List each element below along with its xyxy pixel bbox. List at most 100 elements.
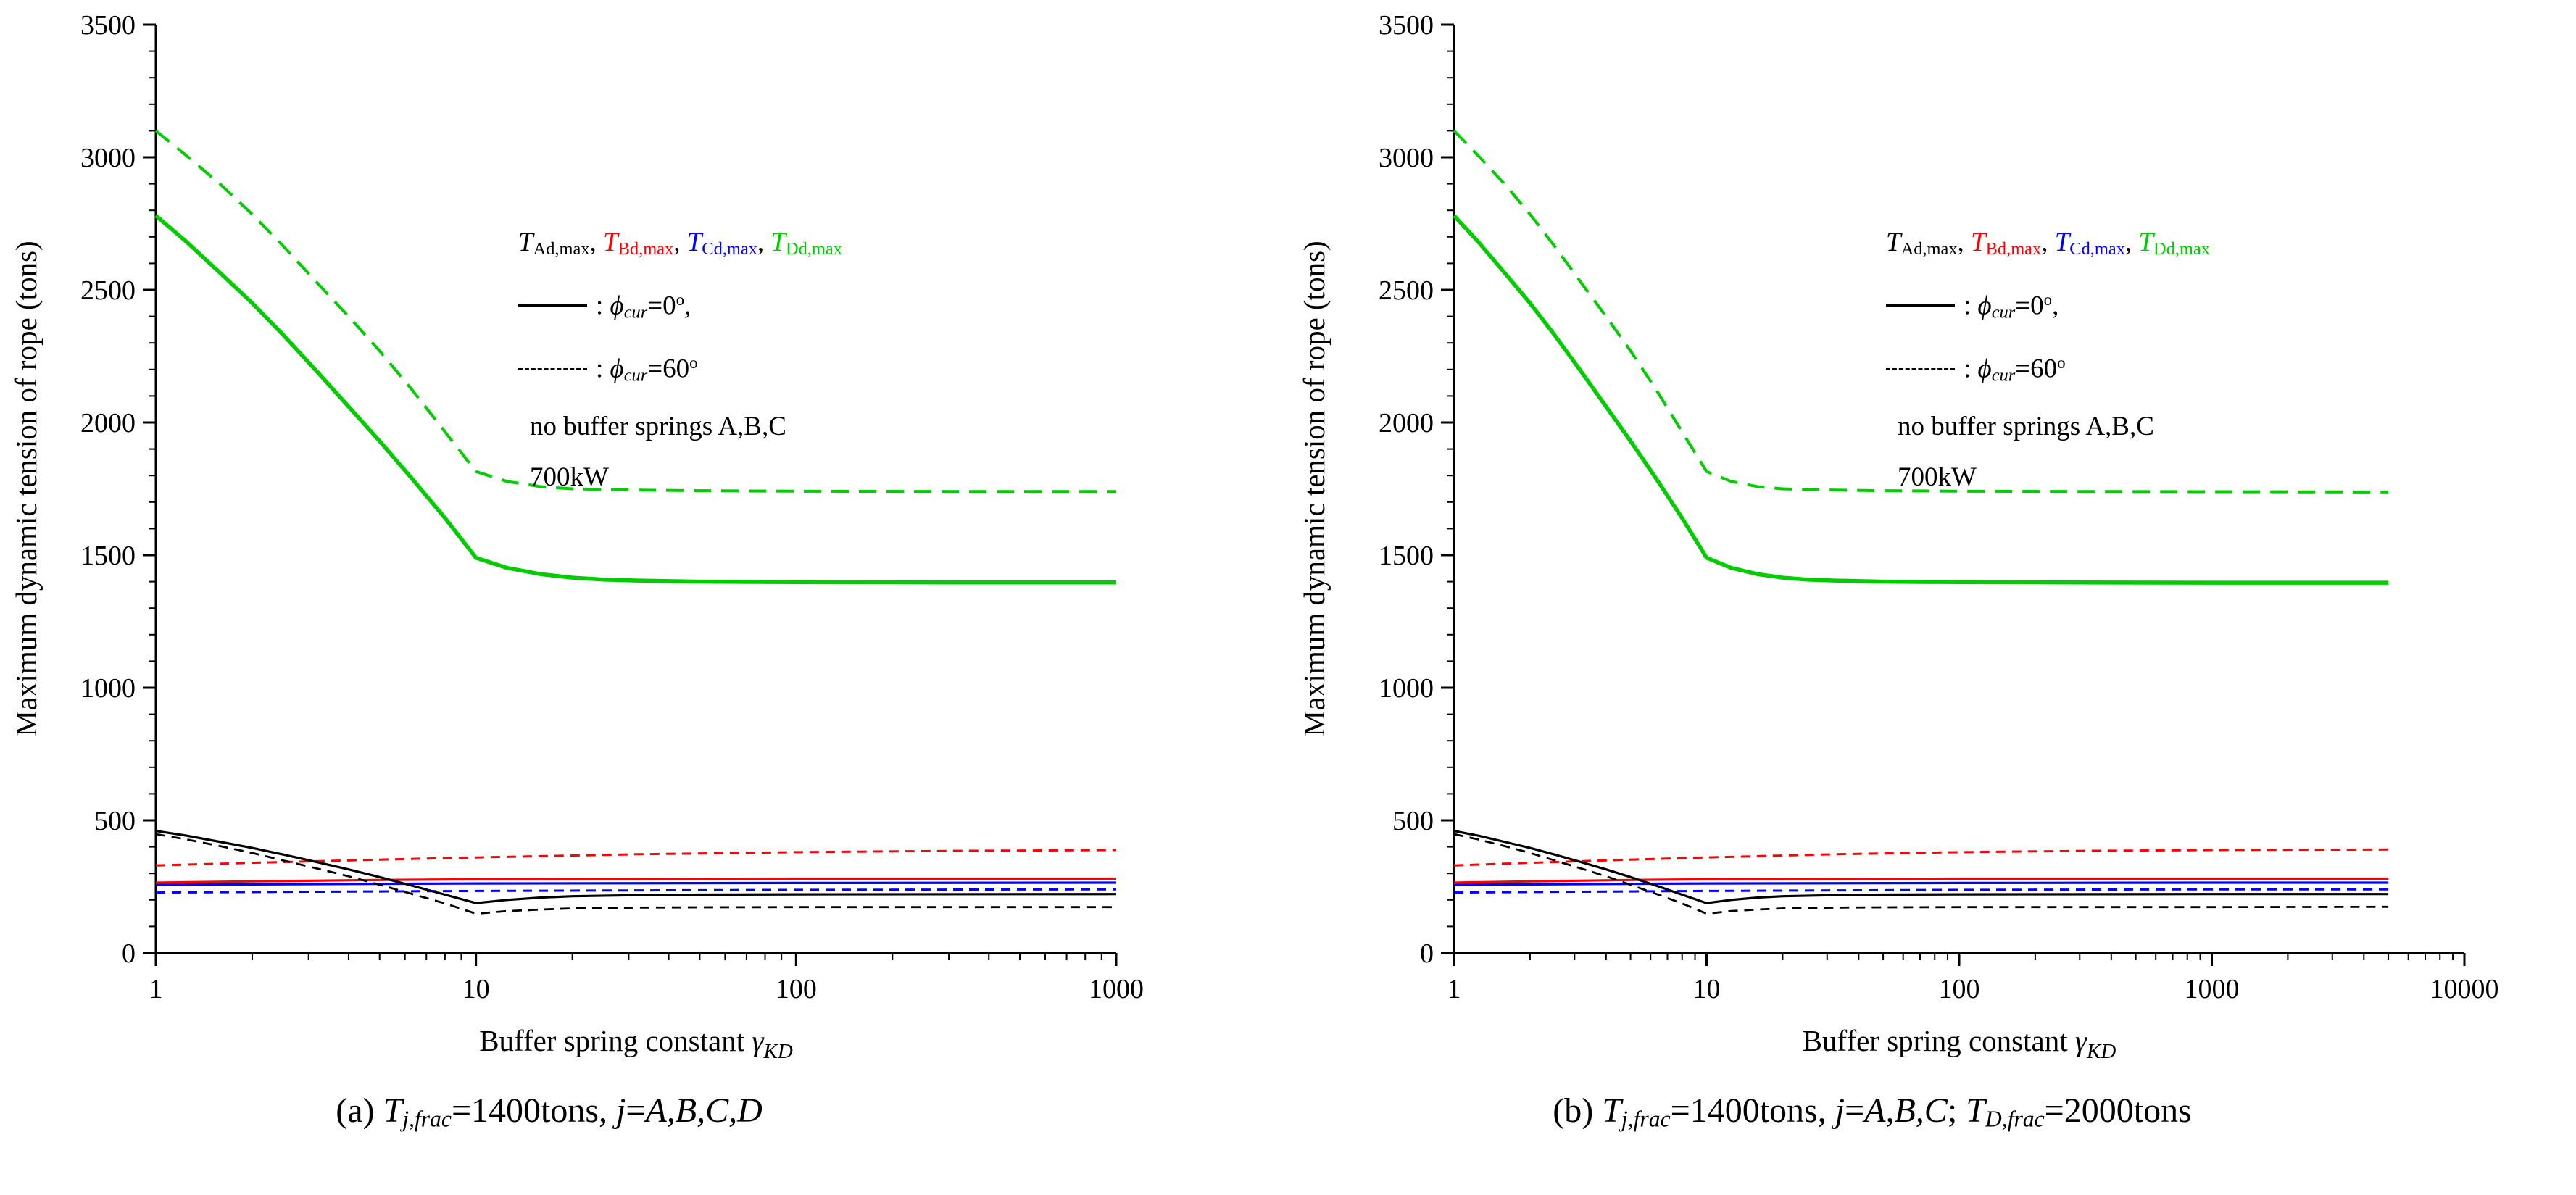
text-segment: Bd,max <box>618 238 674 259</box>
y-tick-label: 3500 <box>80 10 136 41</box>
text-segment: Dd,max <box>2153 238 2210 259</box>
legend-series-names: TAd,max, TBd,max, TCd,max, TDd,max <box>1886 217 2210 275</box>
text-segment: D,frac <box>1985 1106 2045 1132</box>
legend-entry-dashed: : ϕcur=60o <box>518 338 842 401</box>
text-segment: = <box>1845 1091 1865 1130</box>
text-segment: T <box>1966 1091 1985 1130</box>
chart-a-caption: (a) Tj,frac=1400tons, j=A,B,C,D <box>69 1091 1029 1132</box>
series-TAd-60 <box>155 833 1116 915</box>
x-tick-label: 10 <box>462 974 490 1004</box>
text-segment: A,B,C <box>1864 1091 1948 1130</box>
y-tick-label: 1500 <box>80 541 136 571</box>
text-segment: cur <box>1991 365 2016 386</box>
y-tick-label: 1000 <box>80 673 136 704</box>
text-segment: ϕ <box>610 354 624 384</box>
series-TDd-60 <box>1453 130 2389 494</box>
legend-note: no buffer springs A,B,C <box>530 411 786 441</box>
y-tick-label: 2000 <box>1379 408 1434 438</box>
text-segment: =60 <box>647 354 690 384</box>
panel-chart-b: 0 500 1000 1500 2000 2500 3000 3500 1 10 100 1000 10… <box>1288 0 2576 1195</box>
text-segment: ; <box>1947 1091 1966 1130</box>
text-segment: Ad,max <box>533 238 590 259</box>
dashed-line-sample-icon <box>1886 367 1955 370</box>
legend-entry-dashed: : ϕcur=60o <box>1886 338 2210 401</box>
text-segment: , <box>2052 291 2059 321</box>
y-tick-label: 3000 <box>1379 143 1434 173</box>
y-tick-label: 3500 <box>1379 10 1434 41</box>
x-tick-label: 1 <box>1447 974 1461 1004</box>
text-segment: =0 <box>2015 291 2044 321</box>
text-segment: cur <box>623 302 648 322</box>
text-segment: =60 <box>2015 354 2058 384</box>
x-tick-label: 100 <box>776 974 817 1004</box>
y-tick-label: 500 <box>1392 806 1434 836</box>
x-tick-label: 1 <box>149 974 163 1004</box>
series-TCd-60 <box>155 888 1117 894</box>
text-segment: = <box>626 1091 646 1130</box>
text-segment: Bd,max <box>1985 238 2042 259</box>
legend-entry-solid: : ϕcur=0o, <box>1886 275 2210 338</box>
series-TDd-60 <box>154 129 1116 494</box>
legend-note: 700kW <box>1898 462 1977 492</box>
dashed-line-sample-icon <box>518 367 587 370</box>
y-tick-label: 3000 <box>80 143 136 173</box>
series-TCd-0 <box>155 881 1117 886</box>
legend-series-names: TAd,max, TBd,max, TCd,max, TDd,max <box>518 217 842 275</box>
y-tick-label: 1000 <box>1379 673 1434 704</box>
text-segment: cur <box>623 365 648 386</box>
series-TAd-60 <box>1453 833 2389 915</box>
series-TCd-60 <box>1453 888 2389 894</box>
text-segment: T <box>1886 228 1901 257</box>
text-segment: =1400tons, <box>451 1091 617 1130</box>
text-segment: A,B,C,D <box>645 1091 763 1130</box>
text-segment: : <box>596 354 610 384</box>
text-segment: j,frac <box>402 1106 452 1132</box>
text-segment: Cd,max <box>2069 238 2125 259</box>
text-segment: , <box>589 228 604 257</box>
series-TDd-0 <box>154 214 1116 585</box>
text-segment: o <box>676 290 685 309</box>
text-segment: =0 <box>647 291 676 321</box>
text-segment: Cd,max <box>702 238 757 259</box>
solid-line-sample-icon <box>1886 304 1955 307</box>
chart-b-caption: (b) Tj,frac=1400tons, j=A,B,C; TD,frac=2… <box>1367 1091 2377 1132</box>
text-segment: cur <box>1991 302 2016 322</box>
y-axis-title: Maximum dynamic tension of rope (tons) <box>9 241 43 736</box>
text-segment: T <box>518 228 533 257</box>
x-tick-label: 1000 <box>1089 974 1144 1004</box>
text-segment: ϕ <box>610 291 624 321</box>
text-segment: , <box>673 228 687 257</box>
y-tick-label: 0 <box>1420 938 1434 969</box>
x-tick-label: 10000 <box>2430 974 2499 1004</box>
text-segment: j,frac <box>1621 1106 1671 1132</box>
text-segment: T <box>686 228 702 257</box>
series-TBd-0 <box>155 877 1116 884</box>
chart-b-canvas: 0 500 1000 1500 2000 2500 3000 3500 1 10 100 1000 10… <box>1297 10 2499 1063</box>
text-segment: Ad,max <box>1900 238 1958 259</box>
text-segment: T <box>770 228 786 257</box>
text-segment: T <box>383 1091 403 1130</box>
y-tick-label: 1500 <box>1379 541 1434 571</box>
text-segment: : <box>1964 354 1978 384</box>
text-segment: T <box>1602 1091 1621 1130</box>
y-tick-label: 2500 <box>1379 275 1434 306</box>
text-segment: T <box>603 228 618 257</box>
text-segment: : <box>1964 291 1978 321</box>
series-TDd-0 <box>1452 214 2389 585</box>
text-segment: (b) <box>1553 1091 1603 1130</box>
x-tick-label: 10 <box>1693 974 1721 1004</box>
text-segment: o <box>2057 354 2066 372</box>
text-segment: =2000tons <box>2044 1091 2192 1130</box>
series-TBd-0 <box>1453 877 2389 884</box>
series-TBd-60 <box>1453 848 2389 867</box>
legend-note: 700kW <box>530 462 609 492</box>
text-segment: =1400tons, <box>1670 1091 1835 1130</box>
y-tick-label: 0 <box>122 938 136 969</box>
panel-chart-a: 0 500 1000 1500 2000 2500 3000 3500 1 10 100 1000 Ma… <box>9 10 1144 1132</box>
chart-a-canvas: 0 500 1000 1500 2000 2500 3000 3500 1 10 100 1000 Ma… <box>9 10 1144 1063</box>
solid-line-sample-icon <box>518 304 587 307</box>
text-segment: , <box>2124 228 2139 257</box>
chart-b-legend: TAd,max, TBd,max, TCd,max, TDd,max: ϕcur… <box>1886 217 2210 503</box>
series-TBd-60 <box>155 849 1117 867</box>
